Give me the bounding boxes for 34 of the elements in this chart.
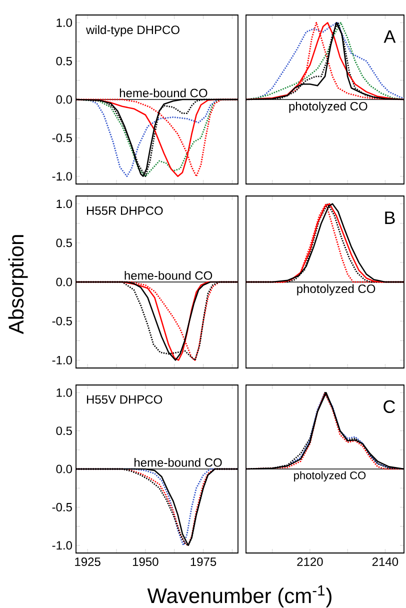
y-tick-label: -0.5 bbox=[52, 316, 72, 326]
text: C bbox=[384, 400, 396, 414]
x-tick-label: 2120 bbox=[297, 558, 323, 566]
y-tick-label: -1.0 bbox=[52, 356, 72, 364]
y-tick-label: 1.0 bbox=[56, 388, 72, 397]
x-axis-title: Wavenumber (cm$^{-1}$) bbox=[147, 585, 332, 608]
text: H55R DHPCO bbox=[87, 206, 163, 215]
y-tick-label: 0.5 bbox=[56, 238, 72, 248]
annotation: heme-bound CO bbox=[124, 270, 212, 280]
y-tick-label: -1.0 bbox=[52, 541, 72, 550]
y-tick-label: -0.5 bbox=[52, 134, 72, 142]
text: B bbox=[385, 212, 395, 224]
text: H55V DHPCO bbox=[87, 395, 162, 404]
y-tick-label: -0.5 bbox=[52, 502, 72, 512]
y-tick-label: 0.0 bbox=[56, 464, 72, 474]
text: wild-type DHPCO bbox=[86, 25, 180, 36]
y-tick-label: 1.0 bbox=[56, 200, 72, 208]
y-tick-label: 0.0 bbox=[56, 278, 72, 286]
text: A bbox=[384, 30, 396, 43]
annotation: photolyzed CO bbox=[294, 471, 366, 482]
y-axis-title: Absorption bbox=[8, 235, 28, 334]
y-tick-label: 1.0 bbox=[56, 18, 72, 27]
y-tick-label: 0.5 bbox=[56, 426, 72, 436]
x-tick-label: 1975 bbox=[190, 558, 216, 566]
annotation: photolyzed CO bbox=[289, 102, 368, 113]
x-tick-label: 2140 bbox=[372, 558, 398, 566]
annotation: photolyzed CO bbox=[297, 284, 376, 296]
annotation: heme-bound CO bbox=[134, 458, 222, 467]
y-tick-label: 0.0 bbox=[56, 95, 72, 104]
y-tick-label: 0.5 bbox=[56, 56, 72, 66]
x-tick-label: 1950 bbox=[132, 558, 158, 566]
x-tick-label: 1925 bbox=[75, 558, 100, 566]
y-tick-label: -1.0 bbox=[52, 172, 72, 181]
annotation: heme-bound CO bbox=[120, 88, 208, 98]
